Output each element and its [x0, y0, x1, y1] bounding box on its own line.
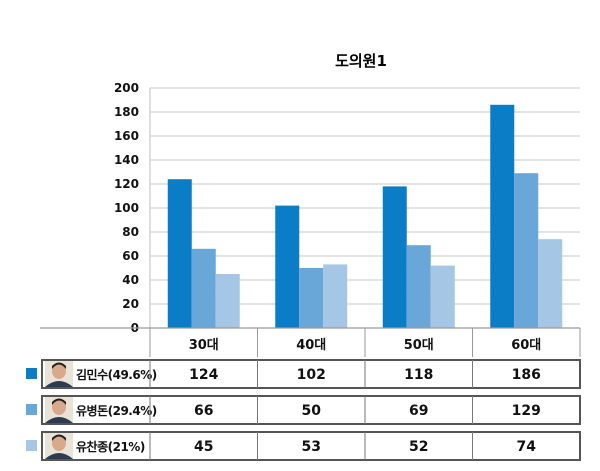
- data-label: 186: [512, 367, 541, 383]
- bar: [299, 268, 324, 328]
- bar: [215, 274, 240, 328]
- data-label: 66: [194, 403, 213, 419]
- legend-label: 유찬종(21%): [76, 439, 145, 454]
- y-tick-label: 160: [114, 129, 139, 143]
- person-photo-icon: [45, 433, 73, 459]
- y-tick-label: 20: [122, 297, 139, 311]
- legend-label: 김민수(49.6%): [76, 367, 157, 382]
- bar: [430, 265, 455, 328]
- data-label: 74: [517, 439, 537, 455]
- bar: [167, 179, 192, 328]
- x-tick-label: 40대: [296, 338, 326, 353]
- data-label: 45: [194, 439, 213, 455]
- legend-swatch: [26, 404, 37, 415]
- legend-swatch: [26, 440, 37, 451]
- x-tick-label: 50대: [404, 338, 434, 353]
- y-tick-label: 40: [122, 273, 139, 287]
- bar: [275, 205, 300, 328]
- bar: [323, 264, 348, 328]
- y-tick-label: 80: [122, 225, 139, 239]
- data-label: 102: [297, 367, 326, 383]
- y-tick-label: 200: [114, 81, 139, 95]
- bar: [538, 239, 563, 328]
- bar: [514, 173, 539, 328]
- y-tick-label: 60: [122, 249, 139, 263]
- table-row: [41, 359, 581, 389]
- data-label: 129: [512, 403, 541, 419]
- category-axis: 30대 40대 50대 60대: [149, 328, 581, 357]
- y-tick-label: 120: [114, 177, 139, 191]
- bar: [191, 248, 216, 328]
- person-photo-icon: [45, 361, 73, 387]
- x-tick-label: 60대: [511, 338, 541, 353]
- bar: [406, 245, 431, 328]
- x-tick-label: 30대: [189, 338, 219, 353]
- data-label: 52: [409, 439, 428, 455]
- table-row: [41, 431, 581, 461]
- bar: [490, 104, 515, 328]
- legend-swatch: [26, 368, 37, 379]
- bars: [40, 104, 580, 329]
- data-label: 118: [404, 367, 433, 383]
- y-tick-label: 100: [114, 201, 139, 215]
- bar: [382, 186, 407, 328]
- table-row: [41, 395, 581, 425]
- chart-title: 도의원1: [335, 52, 387, 70]
- legend-label: 유병돈(29.4%): [76, 403, 157, 418]
- data-label: 50: [302, 403, 322, 419]
- data-table: 김민수(49.6%) 124 102 118 186 유병돈(29.4%) 66 50 69 12…: [26, 359, 581, 461]
- data-label: 53: [302, 439, 321, 455]
- person-photo-icon: [45, 397, 73, 423]
- y-tick-label: 180: [114, 105, 139, 119]
- y-tick-label: 140: [114, 153, 139, 167]
- data-label: 124: [189, 367, 218, 383]
- data-label: 69: [409, 403, 428, 419]
